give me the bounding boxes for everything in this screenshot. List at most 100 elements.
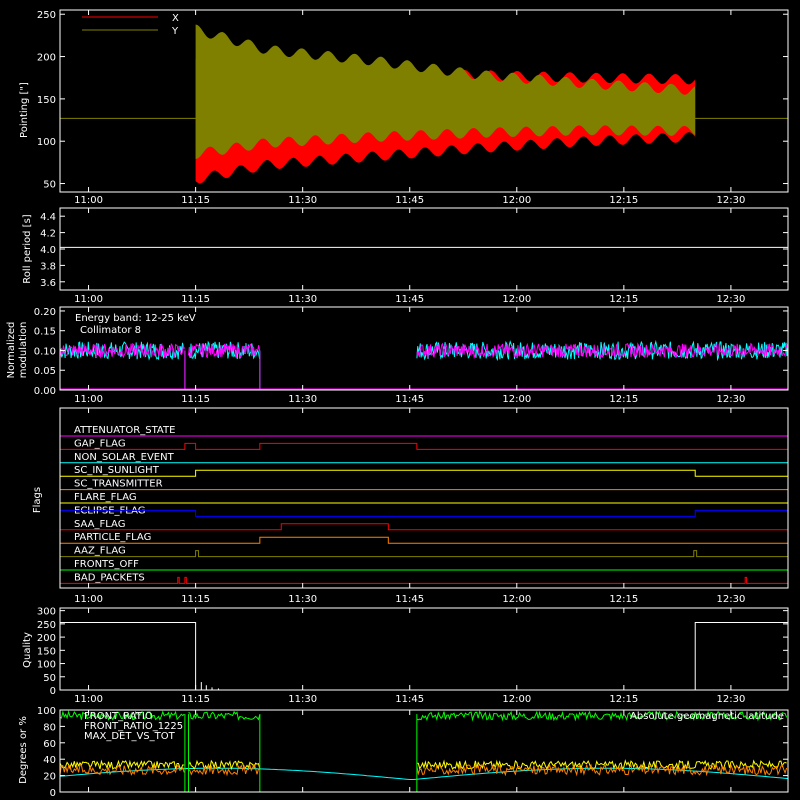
modulation-xtick-label: 11:30 bbox=[288, 394, 317, 405]
max-det-vs-tot-trace bbox=[188, 763, 260, 777]
flag-label-attenuator-state: ATTENUATOR_STATE bbox=[74, 425, 175, 436]
modulation-legend-band: Energy band: 12-25 keV bbox=[75, 313, 196, 324]
modulation-xtick-label: 11:45 bbox=[395, 394, 424, 405]
flags-frame bbox=[59, 407, 789, 589]
flags-xtick-label: 11:30 bbox=[288, 594, 317, 605]
pointing-xtick-label: 11:45 bbox=[395, 195, 424, 206]
legend-label-x: X bbox=[172, 13, 179, 24]
latitude-annotation: Absolute geomagnetic latitude bbox=[630, 711, 784, 722]
quality-xtick-label: 11:30 bbox=[288, 694, 317, 705]
flag-line-eclipse-flag bbox=[59, 509, 789, 517]
roll-xtick-label: 11:30 bbox=[288, 294, 317, 305]
roll-xtick-label: 11:45 bbox=[395, 294, 424, 305]
pointing-xtick-label: 12:00 bbox=[502, 195, 531, 206]
front-ratio-trace bbox=[59, 710, 185, 721]
modulation-ytick-label: 0.05 bbox=[34, 366, 56, 377]
degrees-ytick-label: 80 bbox=[43, 722, 56, 733]
flag-line-saa-flag bbox=[60, 523, 788, 531]
degrees-ytick-label: 40 bbox=[43, 755, 56, 766]
flags-xtick-label: 11:00 bbox=[74, 594, 103, 605]
flags-xtick-label: 11:45 bbox=[395, 594, 424, 605]
modulation-trace-band bbox=[416, 342, 789, 360]
degrees-ytick-label: 20 bbox=[43, 772, 56, 783]
flags-ylabel: Flags bbox=[32, 487, 43, 513]
modulation-ytick-label: 0.00 bbox=[34, 386, 56, 397]
pointing-xtick-label: 11:15 bbox=[181, 195, 210, 206]
front-ratio-trace bbox=[188, 710, 261, 721]
pointing-ytick-label: 200 bbox=[37, 53, 56, 64]
modulation-xtick-label: 12:00 bbox=[502, 394, 531, 405]
modulation-frame bbox=[59, 306, 789, 391]
flag-line-aaz-flag bbox=[60, 550, 788, 558]
flags-xtick-label: 12:30 bbox=[716, 594, 745, 605]
quality-ytick-label: 0 bbox=[50, 686, 56, 697]
flag-label-sc-transmitter: SC_TRANSMITTER bbox=[74, 479, 163, 490]
quality-ytick-label: 250 bbox=[37, 620, 56, 631]
max-det-vs-tot-trace bbox=[59, 764, 185, 776]
degrees-ytick-label: 0 bbox=[50, 788, 56, 799]
flag-label-gap-flag: GAP_FLAG bbox=[74, 438, 126, 449]
quality-xtick-label: 12:00 bbox=[502, 694, 531, 705]
pointing-band-y bbox=[195, 24, 696, 159]
quality-xtick-label: 11:45 bbox=[395, 694, 424, 705]
flag-label-non-solar-event: NON_SOLAR_EVENT bbox=[74, 452, 175, 463]
flag-label-saa-flag: SAA_FLAG bbox=[74, 519, 125, 530]
quality-ylabel: Quality bbox=[22, 632, 33, 668]
roll-xtick-label: 11:00 bbox=[74, 294, 103, 305]
modulation-xtick-label: 11:00 bbox=[74, 394, 103, 405]
degrees-ylabel: Degrees or % bbox=[18, 716, 29, 784]
quality-xtick-label: 12:15 bbox=[609, 694, 638, 705]
quality-xtick-label: 11:00 bbox=[74, 694, 103, 705]
pointing-xtick-label: 12:15 bbox=[609, 195, 638, 206]
quality-frame bbox=[59, 607, 789, 691]
roll-ytick-label: 4.4 bbox=[40, 212, 56, 223]
legend-max-det-vs-tot: MAX_DET_VS_TOT bbox=[84, 731, 176, 742]
flag-label-fronts-off: FRONTS_OFF bbox=[74, 559, 139, 570]
roll-ytick-label: 4.0 bbox=[40, 245, 56, 256]
pointing-frame bbox=[59, 9, 789, 193]
pointing-ytick-label: 50 bbox=[43, 180, 56, 191]
quality-ytick-label: 150 bbox=[37, 646, 56, 657]
flags-xtick-label: 11:15 bbox=[181, 594, 210, 605]
quality-line bbox=[60, 622, 788, 691]
modulation-xtick-label: 12:15 bbox=[609, 394, 638, 405]
front-ratio-trace bbox=[416, 710, 788, 722]
flag-label-sc-in-sunlight: SC_IN_SUNLIGHT bbox=[74, 465, 160, 476]
modulation-ylabel-2: modulation bbox=[18, 322, 29, 379]
pointing-ytick-label: 100 bbox=[37, 137, 56, 148]
degrees-frame bbox=[59, 709, 789, 793]
flag-label-flare-flag: FLARE_FLAG bbox=[74, 492, 137, 503]
modulation-legend-collimator: Collimator 8 bbox=[80, 325, 141, 336]
pointing-xtick-label: 11:00 bbox=[74, 195, 103, 206]
legend-label-y: Y bbox=[171, 26, 179, 37]
modulation-trace-band bbox=[188, 343, 261, 359]
flag-line-particle-flag bbox=[60, 536, 788, 544]
quality-ytick-label: 300 bbox=[37, 607, 56, 618]
flags-xtick-label: 12:00 bbox=[502, 594, 531, 605]
modulation-ytick-label: 0.20 bbox=[34, 307, 56, 318]
legend-front-ratio: FRONT_RATIO bbox=[84, 711, 153, 722]
degrees-ytick-label: 60 bbox=[43, 739, 56, 750]
flag-label-aaz-flag: AAZ_FLAG bbox=[74, 546, 126, 557]
roll-ytick-label: 3.8 bbox=[40, 261, 56, 272]
flag-line-sc-in-sunlight bbox=[60, 469, 788, 477]
roll-xtick-label: 12:00 bbox=[502, 294, 531, 305]
roll-xtick-label: 12:30 bbox=[716, 294, 745, 305]
modulation-trace-band bbox=[59, 342, 185, 359]
pointing-xtick-label: 11:30 bbox=[288, 195, 317, 206]
roll-ytick-label: 4.2 bbox=[40, 229, 56, 240]
pointing-ytick-label: 150 bbox=[37, 95, 56, 106]
degrees-ytick-label: 100 bbox=[37, 706, 56, 717]
max-det-vs-tot-trace bbox=[416, 763, 788, 777]
modulation-ytick-label: 0.15 bbox=[34, 327, 56, 338]
quality-xtick-label: 11:15 bbox=[181, 694, 210, 705]
flag-label-eclipse-flag: ECLIPSE_FLAG bbox=[74, 505, 145, 516]
roll-xtick-label: 12:15 bbox=[609, 294, 638, 305]
modulation-xtick-label: 11:15 bbox=[181, 394, 210, 405]
flag-line-bad-packets bbox=[60, 576, 788, 584]
quality-ytick-label: 50 bbox=[43, 673, 56, 684]
roll-ylabel: Roll period [s] bbox=[22, 214, 33, 283]
legend-front-ratio-1225: FRONT_RATIO_1225 bbox=[84, 721, 183, 732]
